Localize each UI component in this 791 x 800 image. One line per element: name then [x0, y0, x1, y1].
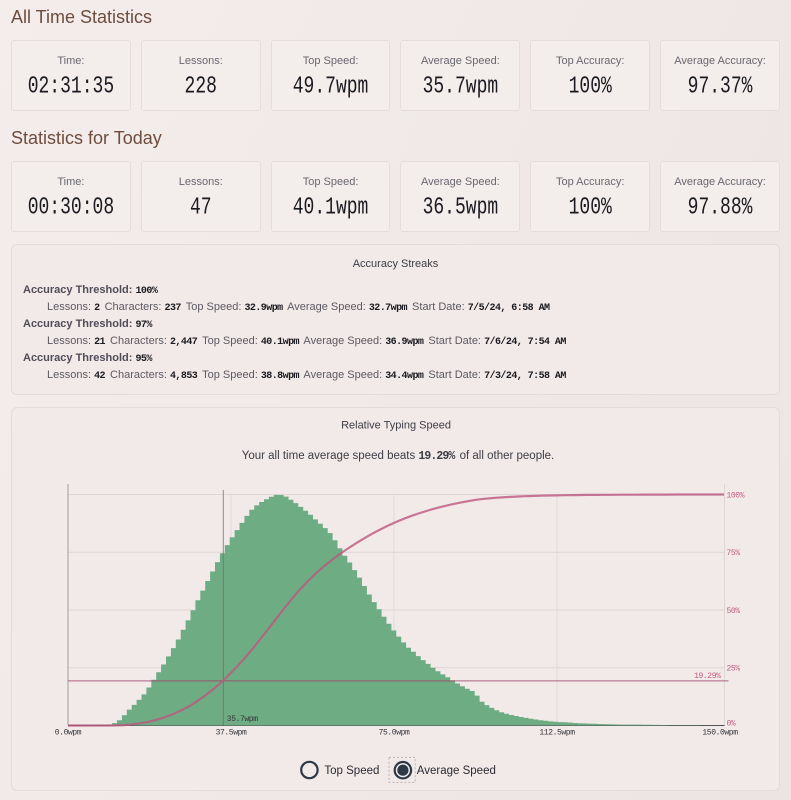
svg-text:100%: 100%	[727, 491, 745, 500]
svg-text:Your all time average speed be: Your all time average speed beats 19.29%…	[242, 450, 555, 463]
svg-text:35.7wpm: 35.7wpm	[227, 715, 258, 724]
svg-text:112.5wpm: 112.5wpm	[539, 729, 575, 738]
svg-text:150.0wpm: 150.0wpm	[702, 729, 738, 738]
svg-text:75.0wpm: 75.0wpm	[379, 729, 410, 738]
svg-text:19.29%: 19.29%	[694, 672, 721, 681]
svg-text:Relative Typing Speed: Relative Typing Speed	[341, 420, 451, 432]
svg-text:50%: 50%	[727, 607, 741, 616]
svg-text:75%: 75%	[727, 549, 741, 558]
svg-text:25%: 25%	[727, 665, 741, 674]
svg-text:Average Speed: Average Speed	[417, 765, 496, 777]
svg-text:Top Speed: Top Speed	[324, 765, 379, 777]
svg-text:37.5wpm: 37.5wpm	[216, 729, 247, 738]
svg-text:0.0wpm: 0.0wpm	[55, 729, 82, 738]
svg-text:0%: 0%	[727, 720, 736, 729]
